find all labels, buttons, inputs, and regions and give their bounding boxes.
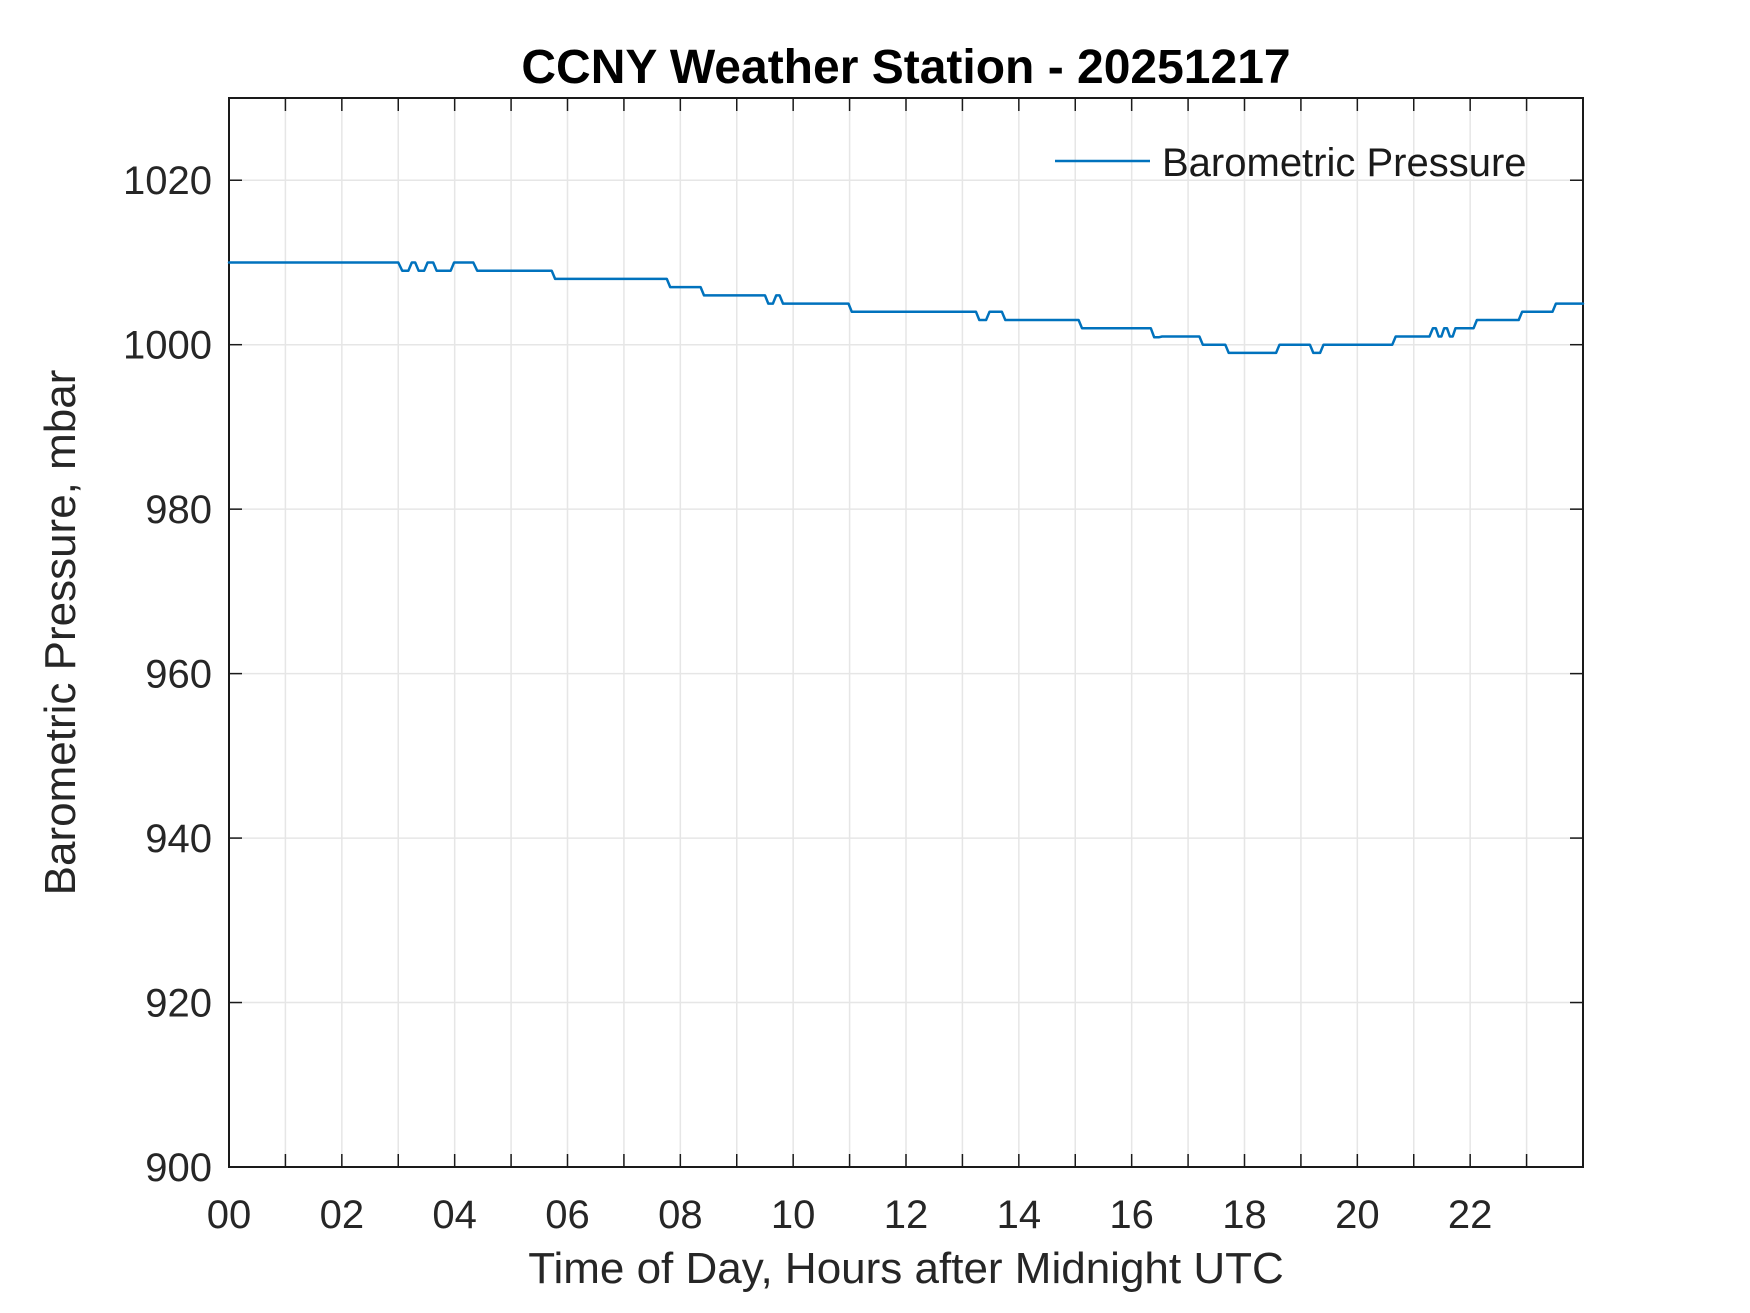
chart-title: CCNY Weather Station - 20251217 bbox=[521, 41, 1290, 94]
y-tick-label: 1000 bbox=[123, 324, 212, 368]
x-tick-labels: 00 02 04 06 08 10 12 14 16 18 20 22 bbox=[207, 1193, 1493, 1237]
axis-ticks bbox=[228, 98, 1584, 1168]
y-tick-label: 980 bbox=[145, 488, 212, 532]
x-tick-label: 20 bbox=[1335, 1193, 1380, 1237]
x-tick-label: 04 bbox=[432, 1193, 477, 1237]
x-tick-label: 02 bbox=[320, 1193, 365, 1237]
pressure-line bbox=[227, 261, 1585, 355]
x-tick-label: 10 bbox=[771, 1193, 816, 1237]
y-tick-label: 1020 bbox=[123, 159, 212, 203]
gridlines bbox=[229, 98, 1583, 1167]
x-tick-label: 18 bbox=[1222, 1193, 1267, 1237]
x-tick-label: 14 bbox=[997, 1193, 1042, 1237]
x-tick-label: 22 bbox=[1448, 1193, 1493, 1237]
y-tick-label: 940 bbox=[145, 817, 212, 861]
y-axis-label: Barometric Pressure, mbar bbox=[36, 370, 85, 896]
x-tick-label: 00 bbox=[207, 1193, 252, 1237]
x-tick-label: 06 bbox=[545, 1193, 590, 1237]
x-tick-label: 12 bbox=[884, 1193, 929, 1237]
y-tick-label: 920 bbox=[145, 982, 212, 1026]
legend-label: Barometric Pressure bbox=[1162, 141, 1527, 185]
x-tick-label: 16 bbox=[1109, 1193, 1154, 1237]
y-tick-label: 960 bbox=[145, 653, 212, 697]
plot-border bbox=[228, 97, 1584, 1168]
legend: Barometric Pressure bbox=[1055, 141, 1527, 185]
x-axis-label: Time of Day, Hours after Midnight UTC bbox=[528, 1244, 1284, 1293]
y-tick-label: 900 bbox=[145, 1146, 212, 1190]
data-series bbox=[227, 261, 1585, 355]
y-tick-labels: 900 920 940 960 980 1000 1020 bbox=[123, 159, 212, 1190]
x-tick-label: 08 bbox=[658, 1193, 703, 1237]
